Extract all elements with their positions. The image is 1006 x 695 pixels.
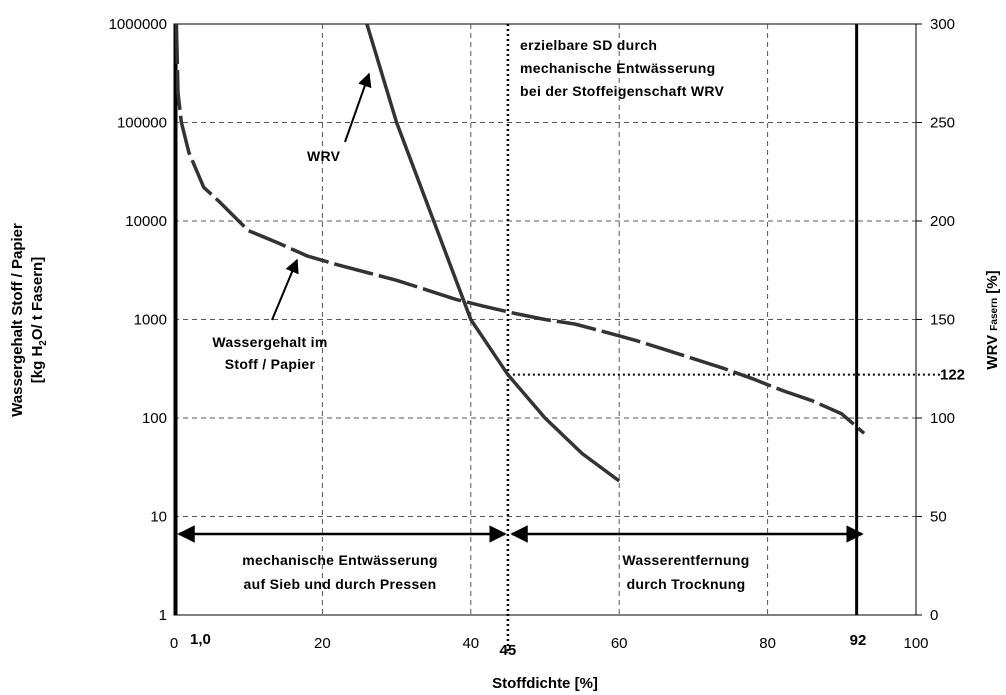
y-right-tick-label: 200	[930, 213, 955, 230]
y-left-tick-label: 10	[150, 509, 167, 526]
y-left-tick-label: 1000000	[109, 16, 167, 33]
x-tick-label: 80	[759, 635, 776, 652]
series-line-0	[174, 23, 866, 435]
y-left-tick-label: 10000	[125, 213, 167, 230]
series-line-1	[365, 23, 621, 483]
region-left-label-line: auf Sieb und durch Pressen	[244, 576, 437, 592]
svg-text:Wassergehalt Stoff / Papier: Wassergehalt Stoff / Papier	[9, 223, 26, 417]
y-left-tick-label: 100000	[117, 115, 167, 132]
x-special-label-1: 1,0	[190, 631, 211, 648]
water-pointer-arrow	[271, 258, 299, 321]
y-left-tick-label: 1000	[134, 312, 167, 329]
x-tick-label: 60	[611, 635, 628, 652]
y-right-tick-label: 250	[930, 115, 955, 132]
y-right-tick-label: 300	[930, 16, 955, 33]
y-right-tick-label: 50	[930, 509, 947, 526]
water-label-line: Wassergehalt im	[212, 334, 327, 350]
wrv-label: WRV	[307, 148, 341, 164]
y-left-tick-label: 100	[142, 410, 167, 427]
x-axis-label: Stoffdichte [%]	[492, 675, 598, 692]
x-special-label-92: 92	[850, 632, 867, 649]
region-right-label-line: Wasserentfernung	[622, 552, 749, 568]
annotations: WRV Wassergehalt im Stoff / Papier erzielba…	[177, 37, 864, 592]
top-annotation-line: mechanische Entwässerung	[520, 60, 716, 76]
x-tick-label: 40	[462, 635, 479, 652]
x-tick-label: 100	[903, 635, 928, 652]
top-annotation-line: bei der Stoffeigenschaft WRV	[520, 83, 725, 99]
water-label-line: Stoff / Papier	[225, 356, 316, 372]
y-right-axis-label: WRV Fasern [%]	[984, 270, 1001, 369]
region-right-label-line: durch Trocknung	[627, 576, 746, 592]
svg-text:[kg H2O/ t Fasern]: [kg H2O/ t Fasern]	[29, 257, 49, 383]
wrv-pointer-arrow	[344, 72, 372, 143]
y-right-tick-label: 100	[930, 410, 955, 427]
top-annotation-line: erzielbare SD durch	[520, 37, 657, 53]
y-right-tick-label: 150	[930, 312, 955, 329]
y-left-tick-label: 1	[159, 607, 167, 624]
ticks: 0 20 40 60 80 1001101001000100001000001000000…	[109, 16, 965, 659]
svg-text:WRV Fasern [%]: WRV Fasern [%]	[984, 270, 1001, 369]
region-left-label-line: mechanische Entwässerung	[242, 552, 438, 568]
y-left-axis-label: Wassergehalt Stoff / Papier [kg H2O/ t F…	[9, 223, 49, 417]
x-tick-label: 20	[314, 635, 331, 652]
series	[174, 23, 940, 654]
y-right-tick-label: 0	[930, 607, 938, 624]
y-right-special-label: 122	[940, 367, 965, 384]
x-tick-label: 0	[170, 635, 178, 652]
